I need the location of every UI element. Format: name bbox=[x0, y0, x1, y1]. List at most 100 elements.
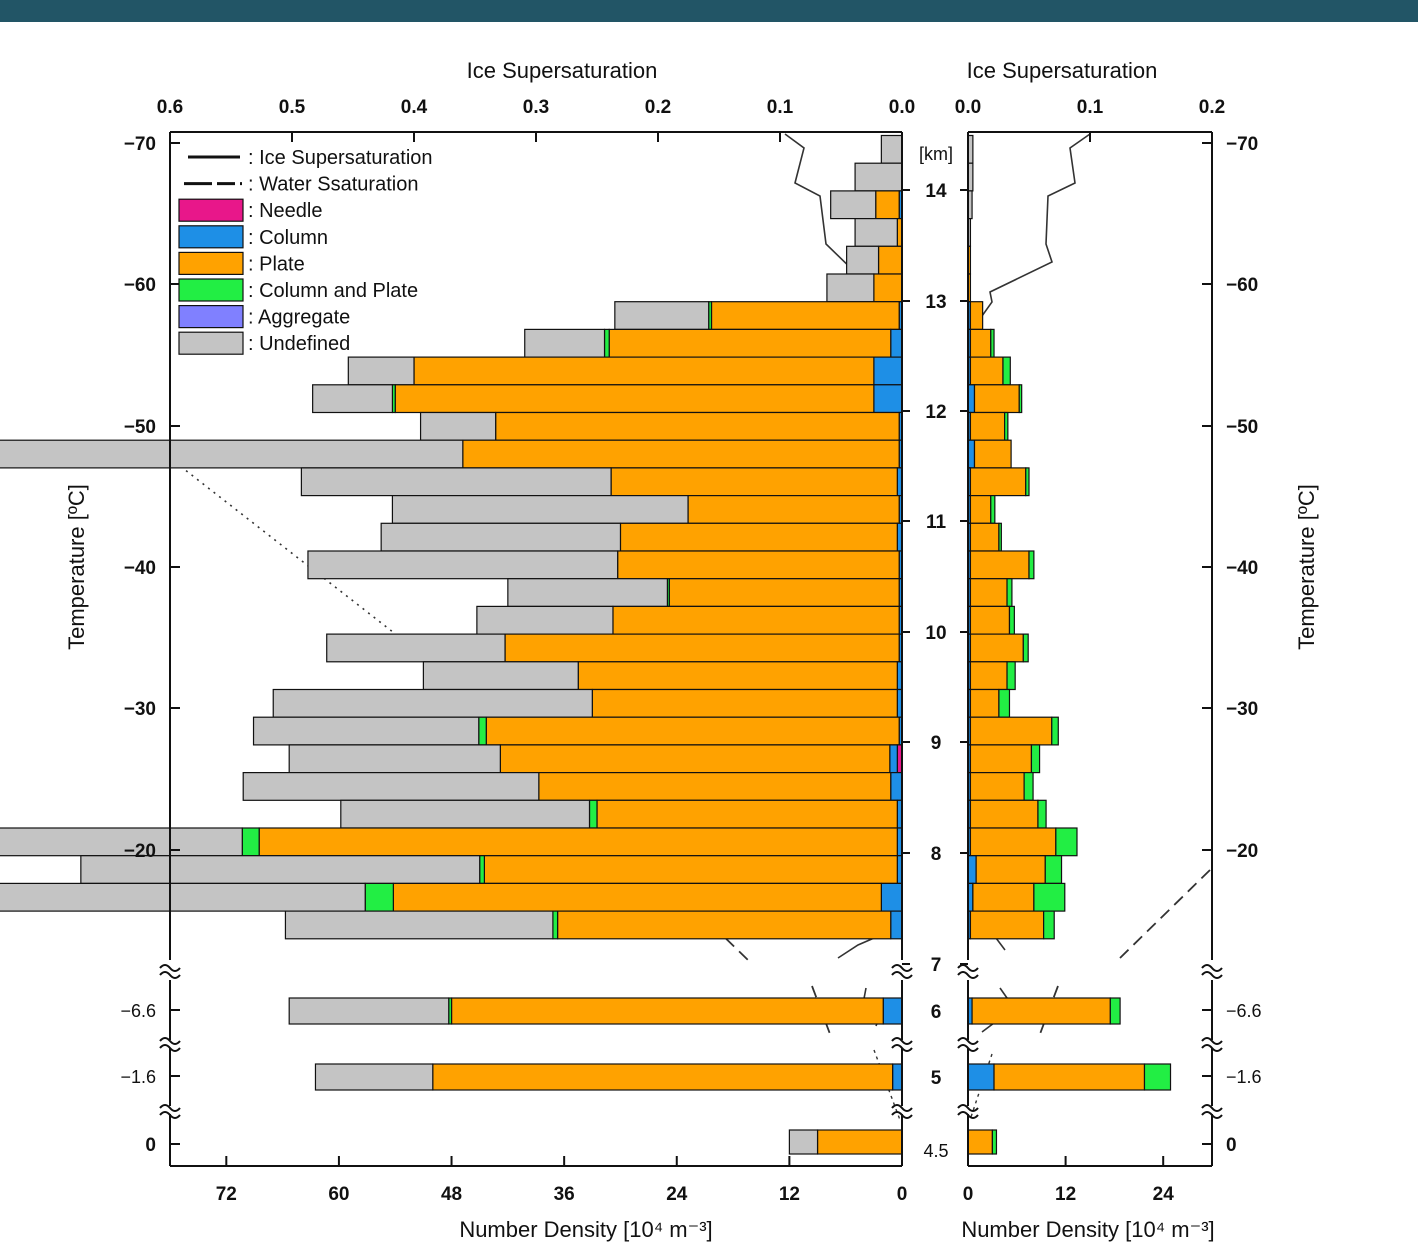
legend-label-3: : Column bbox=[248, 227, 328, 249]
left-temp-tick-label-0: −70 bbox=[124, 134, 156, 155]
legend-swatch-5 bbox=[178, 278, 244, 302]
bar-right-column-and-plate-30 bbox=[1143, 1063, 1172, 1091]
bar-right-plate-21 bbox=[969, 716, 1053, 746]
bar-left-plate-5 bbox=[873, 273, 903, 303]
right-temp-tick-label-6: −6.6 bbox=[1226, 1001, 1262, 1021]
legend-label-2: : Needle bbox=[248, 200, 323, 222]
bar-right-plate-13 bbox=[969, 495, 992, 524]
bar-right-column-30 bbox=[967, 1063, 995, 1091]
bar-right-column-and-plate-10 bbox=[1003, 411, 1009, 441]
left-top-tick-label-6: 0.0 bbox=[889, 97, 915, 118]
km-tick-label-5: 9 bbox=[931, 733, 942, 754]
bar-right-column-and-plate-18 bbox=[1022, 633, 1029, 663]
bar-left-plate-11 bbox=[462, 439, 900, 469]
ice-supersaturation-line-right-upper bbox=[971, 133, 1091, 331]
bar-left-column-7 bbox=[890, 328, 903, 358]
bar-right-column-and-plate-28 bbox=[1043, 910, 1055, 940]
bar-left-column-and-plate-7 bbox=[603, 328, 610, 358]
bar-left-column-and-plate-26 bbox=[479, 855, 485, 885]
bar-left-plate-15 bbox=[617, 550, 900, 580]
bar-left-plate-19 bbox=[577, 661, 898, 691]
bar-left-undefined-20 bbox=[272, 688, 593, 718]
axis-break-marker-0-0 bbox=[159, 964, 181, 979]
right-bottom-tick-label-0: 0 bbox=[963, 1184, 974, 1205]
bar-right-plate-19 bbox=[969, 661, 1008, 691]
bar-left-plate-25 bbox=[258, 827, 898, 857]
bar-left-column-22 bbox=[889, 744, 898, 774]
bar-right-plate-9 bbox=[973, 384, 1020, 414]
km-tick-label-10: 4.5 bbox=[923, 1141, 948, 1161]
bar-left-column-23 bbox=[890, 771, 903, 801]
header-bar bbox=[0, 0, 1418, 22]
bar-right-column-and-plate-13 bbox=[990, 495, 996, 524]
left-y-axis-title: Temperature [ºC] bbox=[64, 484, 89, 650]
axis-break-marker-0-2 bbox=[957, 964, 979, 979]
axis-break-marker-0-3 bbox=[1201, 964, 1223, 979]
right-temp-tick-label-0: −70 bbox=[1226, 134, 1258, 155]
left-temp-tick-label-5: −20 bbox=[124, 841, 156, 862]
water-saturation-line-right-5km bbox=[969, 1053, 993, 1121]
left-temp-tick-label-2: −50 bbox=[124, 417, 156, 438]
bar-right-plate-31 bbox=[967, 1129, 993, 1155]
bar-right-plate-10 bbox=[969, 411, 1006, 441]
bar-right-plate-22 bbox=[969, 744, 1033, 774]
left-temp-tick-label-3: −40 bbox=[124, 558, 156, 579]
bar-left-undefined-4 bbox=[846, 245, 880, 275]
bar-left-plate-26 bbox=[483, 855, 898, 885]
bar-left-undefined-24 bbox=[340, 799, 591, 829]
bar-left-plate-22 bbox=[499, 744, 891, 774]
bar-left-column-9 bbox=[873, 384, 903, 414]
bar-left-plate-29 bbox=[450, 997, 884, 1025]
bar-left-plate-24 bbox=[596, 799, 898, 829]
left-bottom-tick-label-4: 24 bbox=[666, 1184, 688, 1205]
bar-right-plate-27 bbox=[972, 882, 1035, 912]
bar-left-plate-23 bbox=[538, 771, 892, 801]
axis-break-marker-2-0 bbox=[159, 1104, 181, 1119]
bar-left-undefined-22 bbox=[288, 744, 501, 774]
bar-right-plate-25 bbox=[969, 827, 1057, 857]
left-top-tick-label-1: 0.5 bbox=[279, 97, 306, 118]
bar-left-undefined-28 bbox=[284, 910, 554, 940]
bar-right-plate-29 bbox=[971, 997, 1111, 1025]
bar-right-column-and-plate-15 bbox=[1028, 550, 1035, 580]
bar-left-plate-14 bbox=[619, 522, 898, 552]
right-temp-tick-label-4: −30 bbox=[1226, 699, 1258, 720]
bar-left-undefined-8 bbox=[347, 356, 415, 386]
left-top-tick-label-3: 0.3 bbox=[523, 97, 549, 118]
bar-right-plate-14 bbox=[969, 522, 1000, 552]
bar-right-column-and-plate-31 bbox=[991, 1129, 998, 1155]
bar-right-plate-20 bbox=[969, 688, 1000, 718]
bar-left-undefined-18 bbox=[326, 633, 506, 663]
axis-break-marker-0-1 bbox=[891, 964, 913, 979]
left-top-tick-label-4: 0.2 bbox=[645, 97, 671, 118]
bar-left-undefined-15 bbox=[307, 550, 619, 580]
right-bottom-axis-title: Number Density [10⁴ m⁻³] bbox=[961, 1217, 1214, 1242]
bar-left-undefined-13 bbox=[391, 495, 689, 524]
left-top-tick-label-5: 0.1 bbox=[767, 97, 794, 118]
right-temp-tick-label-1: −60 bbox=[1226, 275, 1258, 296]
left-top-tick-label-2: 0.4 bbox=[401, 97, 428, 118]
km-tick-label-9: 5 bbox=[931, 1068, 942, 1089]
bar-left-plate-27 bbox=[392, 882, 882, 912]
legend-swatch-2 bbox=[178, 198, 244, 222]
right-temp-tick-label-2: −50 bbox=[1226, 417, 1258, 438]
bar-left-undefined-1 bbox=[854, 162, 903, 192]
bar-right-plate-28 bbox=[969, 910, 1045, 940]
bar-left-undefined-12 bbox=[300, 467, 612, 497]
axis-break-marker-1-1 bbox=[891, 1037, 913, 1052]
bar-left-plate-13 bbox=[687, 495, 900, 524]
bar-right-plate-26 bbox=[975, 855, 1046, 885]
km-tick-label-8: 6 bbox=[931, 1002, 942, 1023]
left-bottom-axis-title: Number Density [10⁴ m⁻³] bbox=[459, 1217, 712, 1242]
bar-right-plate-12 bbox=[969, 467, 1027, 497]
bar-left-plate-2 bbox=[875, 190, 900, 220]
bar-right-plate-16 bbox=[969, 578, 1008, 608]
bar-left-column-27 bbox=[880, 882, 903, 912]
water-saturation-line-right bbox=[1119, 869, 1211, 959]
bar-right-plate-11 bbox=[973, 439, 1012, 469]
km-axis-label: [km] bbox=[919, 144, 953, 164]
bar-left-undefined-30 bbox=[314, 1063, 434, 1091]
bar-right-plate-24 bbox=[969, 799, 1039, 829]
bar-left-undefined-3 bbox=[854, 218, 898, 247]
bar-left-undefined-26 bbox=[80, 855, 481, 885]
